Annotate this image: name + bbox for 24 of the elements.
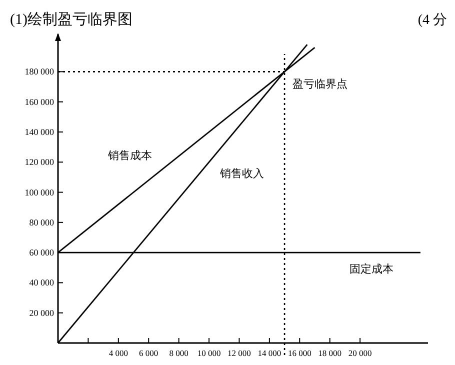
x-tick-label: 16 000 xyxy=(288,348,312,358)
annotation: 盈亏临界点 xyxy=(292,78,348,91)
series-label: 销售收入 xyxy=(219,166,264,180)
x-tick-label: 12 000 xyxy=(228,348,251,358)
x-tick-label: 6 000 xyxy=(139,348,158,358)
x-tick-label: 8 000 xyxy=(169,348,188,358)
y-tick-label: 20 000 xyxy=(29,308,54,318)
x-tick-label: 20 000 xyxy=(348,348,372,358)
x-tick-label: 10 000 xyxy=(197,348,221,358)
y-tick-label: 100 000 xyxy=(24,187,54,198)
y-tick-label: 80 000 xyxy=(29,217,54,228)
chart-title: (1)绘制盈亏临界图 xyxy=(10,11,132,28)
x-tick-label: 14 000 xyxy=(258,348,282,358)
x-tick-label: 4 000 xyxy=(108,348,128,358)
y-tick-label: 40 000 xyxy=(29,278,54,288)
y-tick-label: 60 000 xyxy=(29,248,54,258)
x-tick-label: 18 000 xyxy=(318,348,342,358)
series-label: 销售成本 xyxy=(106,148,152,162)
y-tick-label: 120 000 xyxy=(24,157,54,168)
y-tick-label: 180 000 xyxy=(24,66,54,77)
y-tick-label: 140 000 xyxy=(24,126,54,137)
text: (4 分 xyxy=(418,12,447,28)
y-tick-label: 160 000 xyxy=(24,96,54,107)
series-label: 固定成本 xyxy=(349,262,394,276)
